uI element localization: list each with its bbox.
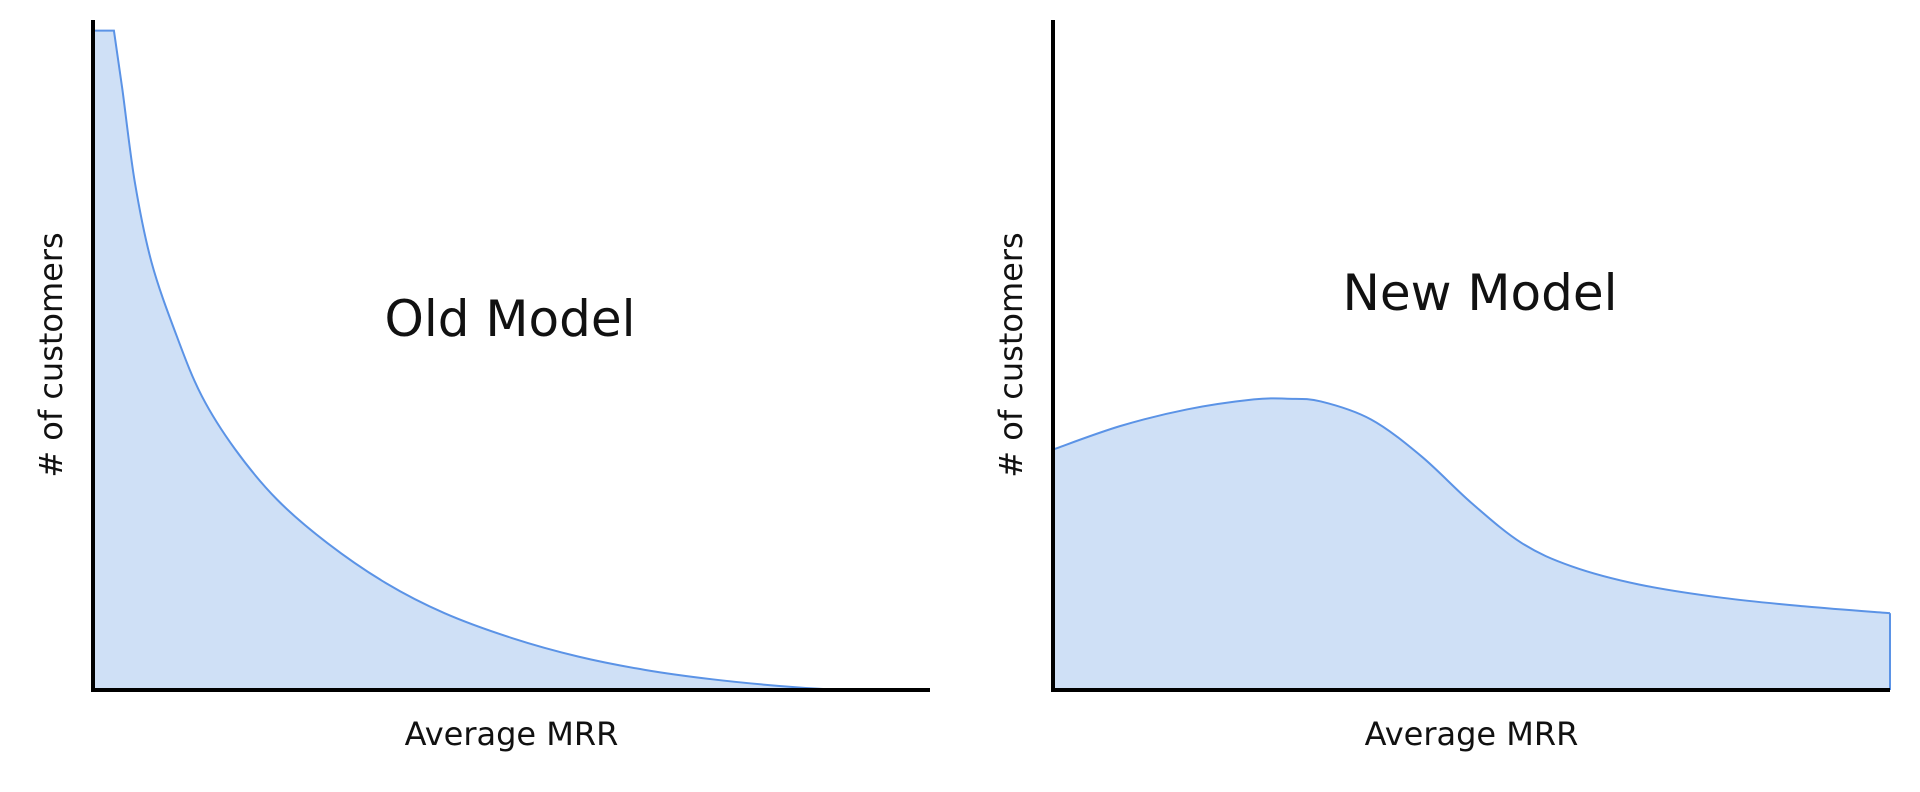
new-model-panel: New Model Average MRR # of customers	[992, 20, 1891, 753]
old-model-curve-line	[93, 29, 864, 691]
old-model-title: Old Model	[384, 290, 635, 348]
new-model-title: New Model	[1342, 264, 1617, 322]
old-model-area-fill	[93, 30, 864, 690]
old-model-y-axis-label: # of customers	[32, 232, 70, 477]
new-model-curve-line	[1052, 397, 1891, 615]
new-model-x-axis-label: Average MRR	[1365, 715, 1579, 753]
old-model-x-axis-label: Average MRR	[405, 715, 619, 753]
old-model-panel: Old Model Average MRR # of customers	[32, 20, 930, 753]
new-model-area-fill	[1053, 398, 1890, 690]
new-model-y-axis-label: # of customers	[992, 232, 1030, 477]
